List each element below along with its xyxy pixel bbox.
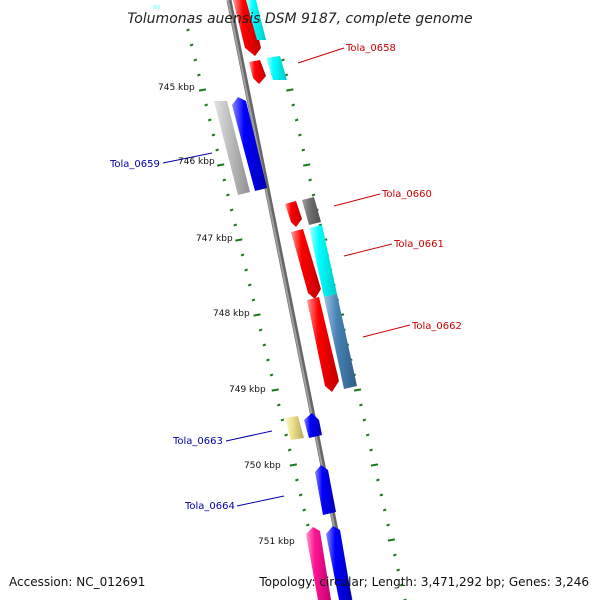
scale-tick <box>276 403 281 407</box>
scale-tick <box>392 553 397 557</box>
gene-labels: Tola_0658 Tola_0659 Tola_0660 Tola_0661 … <box>109 43 462 512</box>
gene-arrow[interactable] <box>326 526 352 600</box>
scale-tick <box>233 223 238 227</box>
gene-arrow[interactable] <box>233 0 261 56</box>
scale-tick <box>207 118 212 122</box>
tick-label: 749 kbp <box>229 385 266 395</box>
scale-tick <box>266 358 270 362</box>
gene-label-tola-0660[interactable]: Tola_0660 <box>381 189 432 200</box>
scale-tick <box>235 238 243 242</box>
scale-tick <box>305 523 310 527</box>
scale-tick <box>294 118 299 122</box>
gene-arrow[interactable] <box>246 0 266 40</box>
scale-tick <box>362 418 367 422</box>
scale-tick <box>382 508 387 512</box>
scale-tick <box>211 133 216 137</box>
gene-arrow[interactable] <box>285 416 304 440</box>
scale-tick <box>193 58 198 62</box>
scale-tick <box>318 223 323 227</box>
label-leaders <box>162 47 411 507</box>
scale-tick <box>262 343 267 347</box>
scale-tick <box>359 403 363 407</box>
gene-label-tola-0661[interactable]: Tola_0661 <box>393 239 444 250</box>
tick-label: 746 kbp <box>178 157 215 167</box>
gene-arrow[interactable] <box>232 97 267 191</box>
gene-arrow[interactable] <box>249 60 266 84</box>
scale-tick <box>379 493 384 497</box>
gene-arrow[interactable] <box>285 201 302 227</box>
scale-tick <box>311 193 316 197</box>
scale-tick <box>353 388 362 392</box>
scale-tick <box>298 493 303 497</box>
gene-arrow[interactable] <box>306 527 331 600</box>
scale-tick <box>281 58 285 62</box>
gene-arrow[interactable] <box>304 413 322 438</box>
gene-arrow[interactable] <box>153 5 160 9</box>
tick-label: 750 kbp <box>244 461 281 471</box>
scale-tick <box>298 133 302 137</box>
scale-tick <box>396 568 401 572</box>
gene-label-tola-0658[interactable]: Tola_0658 <box>345 43 396 54</box>
scale-tick <box>226 193 230 197</box>
scale-tick <box>387 538 396 542</box>
scale-tick <box>229 208 234 212</box>
gene-features <box>153 0 357 600</box>
ruler-labels: 745 kbp 746 kbp 747 kbp 748 kbp 749 kbp … <box>158 83 295 547</box>
scale-tick <box>303 163 311 167</box>
scale-tick <box>386 523 390 527</box>
gene-label-tola-0663[interactable]: Tola_0663 <box>172 436 223 447</box>
scale-tick <box>370 463 379 467</box>
scale-tick <box>215 148 219 152</box>
scale-tick <box>376 478 380 482</box>
map-title: Tolumonas auensis DSM 9187, complete gen… <box>127 11 472 27</box>
tick-label: 747 kbp <box>196 234 233 244</box>
scale-tick <box>240 253 245 257</box>
scale-tick <box>253 313 261 317</box>
gene-label-tola-0662[interactable]: Tola_0662 <box>411 321 462 332</box>
scale-tick <box>217 163 225 167</box>
scale-tick <box>198 88 207 92</box>
scale-tick <box>280 418 285 422</box>
scale-tick <box>287 448 292 452</box>
scale-tick <box>284 433 288 437</box>
scale-tick <box>222 178 227 182</box>
scale-tick <box>271 388 279 392</box>
tick-label: 745 kbp <box>158 83 195 93</box>
scale-tick <box>269 373 274 377</box>
gene-arrow[interactable] <box>315 465 336 515</box>
gene-arrow[interactable] <box>291 229 321 299</box>
gene-arrow[interactable] <box>214 101 250 195</box>
gene-arrow[interactable] <box>324 294 357 389</box>
gene-arrow[interactable] <box>266 56 287 80</box>
scale-tick <box>204 103 209 107</box>
scale-tick <box>244 268 248 272</box>
scale-tick <box>365 433 370 437</box>
gene-arrow[interactable] <box>309 225 337 297</box>
scale-tick <box>295 478 299 482</box>
scale-tick <box>289 463 297 467</box>
scale-tick <box>308 178 312 182</box>
scale-tick <box>286 88 294 92</box>
scale-tick <box>291 103 296 107</box>
topology-summary: Topology: circular; Length: 3,471,292 bp… <box>258 575 589 589</box>
scale-tick <box>258 328 263 332</box>
scale-tick <box>186 28 190 32</box>
gene-label-tola-0664[interactable]: Tola_0664 <box>184 501 235 512</box>
gene-arrow[interactable] <box>307 297 339 392</box>
scale-tick <box>247 283 252 287</box>
scale-tick <box>301 148 306 152</box>
scale-tick <box>251 298 256 302</box>
scale-tick <box>197 73 201 77</box>
scale-tick <box>302 508 307 512</box>
gene-arrow[interactable] <box>302 197 321 225</box>
gene-label-tola-0659[interactable]: Tola_0659 <box>109 159 160 170</box>
scale-tick <box>369 448 373 452</box>
scale-tick <box>399 583 404 587</box>
tick-label: 748 kbp <box>213 309 250 319</box>
scale-tick <box>189 43 194 47</box>
tick-label: 751 kbp <box>258 537 295 547</box>
accession-text: Accession: NC_012691 <box>9 575 145 589</box>
